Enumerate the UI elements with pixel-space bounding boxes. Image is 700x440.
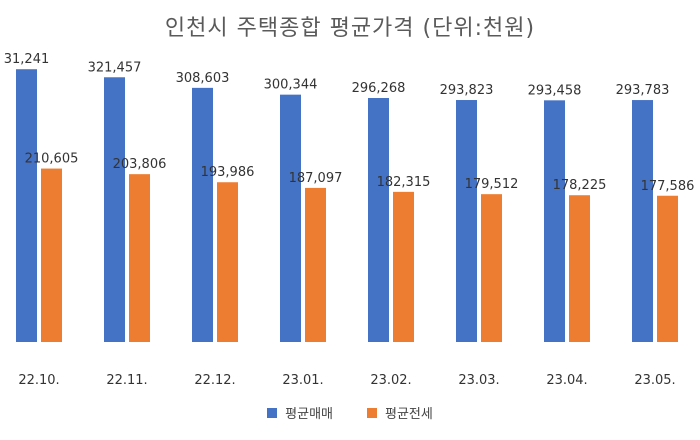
bar-sale-2: [192, 87, 213, 342]
bar-sale-7: [632, 100, 653, 342]
bar-jeonse-6: [569, 195, 590, 342]
bar-sale-4: [368, 98, 389, 342]
bar-jeonse-3: [305, 187, 326, 342]
legend-label-jeonse: 평균전세: [385, 407, 433, 422]
data-label-jeonse-3: 187,097: [289, 171, 343, 186]
data-label-jeonse-5: 179,512: [465, 177, 519, 192]
data-label-sale-1: 321,457: [88, 60, 142, 75]
legend-swatch-jeonse: [367, 407, 377, 418]
bar-jeonse-7: [657, 195, 678, 342]
x-tick-label-1: 22.11.: [106, 373, 147, 388]
data-label-sale-3: 300,344: [264, 78, 318, 93]
data-label-sale-2: 308,603: [176, 71, 230, 86]
data-label-sale-0: 31,241: [4, 52, 50, 67]
bar-sale-6: [544, 100, 565, 342]
bar-jeonse-5: [481, 194, 502, 342]
bar-jeonse-0: [41, 168, 62, 342]
x-tick-label-7: 23.05.: [634, 373, 675, 388]
x-tick-label-5: 23.03.: [458, 373, 499, 388]
data-label-jeonse-0: 210,605: [25, 152, 79, 167]
x-tick-label-2: 22.12.: [194, 373, 235, 388]
bar-sale-1: [104, 77, 125, 343]
bar-sale-0: [16, 69, 37, 343]
data-label-jeonse-7: 177,586: [641, 179, 695, 194]
legend: 평균매매 평균전세: [0, 403, 700, 422]
legend-swatch-sale: [267, 407, 278, 418]
data-label-sale-5: 293,823: [440, 83, 494, 98]
x-tick-label-4: 23.02.: [370, 373, 411, 388]
legend-label-sale: 평균매매: [285, 407, 333, 422]
data-label-sale-6: 293,458: [528, 83, 582, 98]
data-label-jeonse-6: 178,225: [553, 178, 607, 193]
bar-jeonse-4: [393, 191, 414, 342]
legend-item-sale: 평균매매: [267, 403, 333, 422]
x-tick-label-3: 23.01.: [282, 373, 323, 388]
bar-sale-5: [456, 100, 477, 343]
data-label-sale-4: 296,268: [352, 81, 406, 96]
x-tick-label-0: 22.10.: [18, 373, 59, 388]
bar-jeonse-2: [217, 182, 238, 342]
data-label-jeonse-1: 203,806: [113, 157, 167, 172]
data-label-sale-7: 293,783: [616, 83, 670, 98]
bar-sale-3: [280, 94, 301, 342]
data-label-jeonse-4: 182,315: [377, 175, 431, 190]
chart-title: 인천시 주택종합 평균가격 (단위:천원): [164, 16, 536, 41]
bar-jeonse-1: [129, 174, 150, 342]
legend-item-jeonse: 평균전세: [367, 403, 433, 422]
x-tick-label-6: 23.04.: [546, 373, 587, 388]
data-label-jeonse-2: 193,986: [201, 165, 255, 180]
